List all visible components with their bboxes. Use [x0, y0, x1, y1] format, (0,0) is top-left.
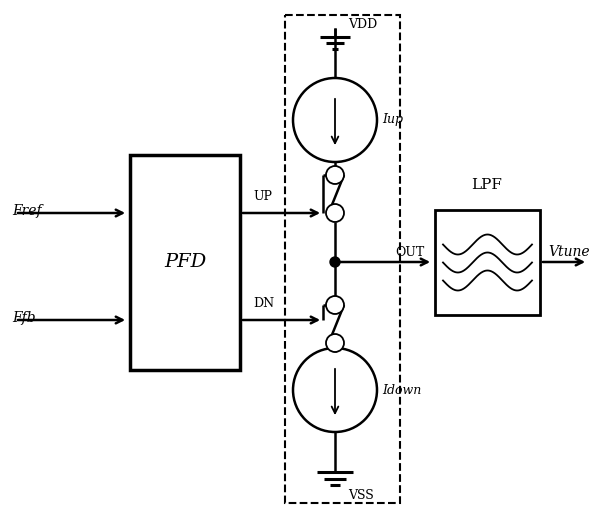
Circle shape [326, 296, 344, 314]
Text: Idown: Idown [382, 384, 421, 397]
Bar [435, 210, 540, 315]
Circle shape [330, 257, 340, 267]
Text: Ffb: Ffb [12, 311, 36, 325]
Text: VDD: VDD [348, 18, 378, 31]
Text: PFD: PFD [164, 253, 206, 271]
Text: DN: DN [253, 297, 274, 310]
Text: Iup: Iup [382, 114, 403, 127]
Text: VSS: VSS [348, 489, 374, 502]
Text: OUT: OUT [396, 245, 425, 258]
Bar [285, 15, 400, 503]
Circle shape [326, 204, 344, 222]
Text: Vtune: Vtune [548, 245, 590, 259]
Circle shape [326, 334, 344, 352]
Text: UP: UP [253, 190, 272, 203]
Circle shape [293, 348, 377, 432]
Circle shape [293, 78, 377, 162]
Bar [130, 155, 240, 370]
Text: Fref: Fref [12, 204, 42, 218]
Text: LPF: LPF [471, 178, 502, 192]
Circle shape [326, 166, 344, 184]
